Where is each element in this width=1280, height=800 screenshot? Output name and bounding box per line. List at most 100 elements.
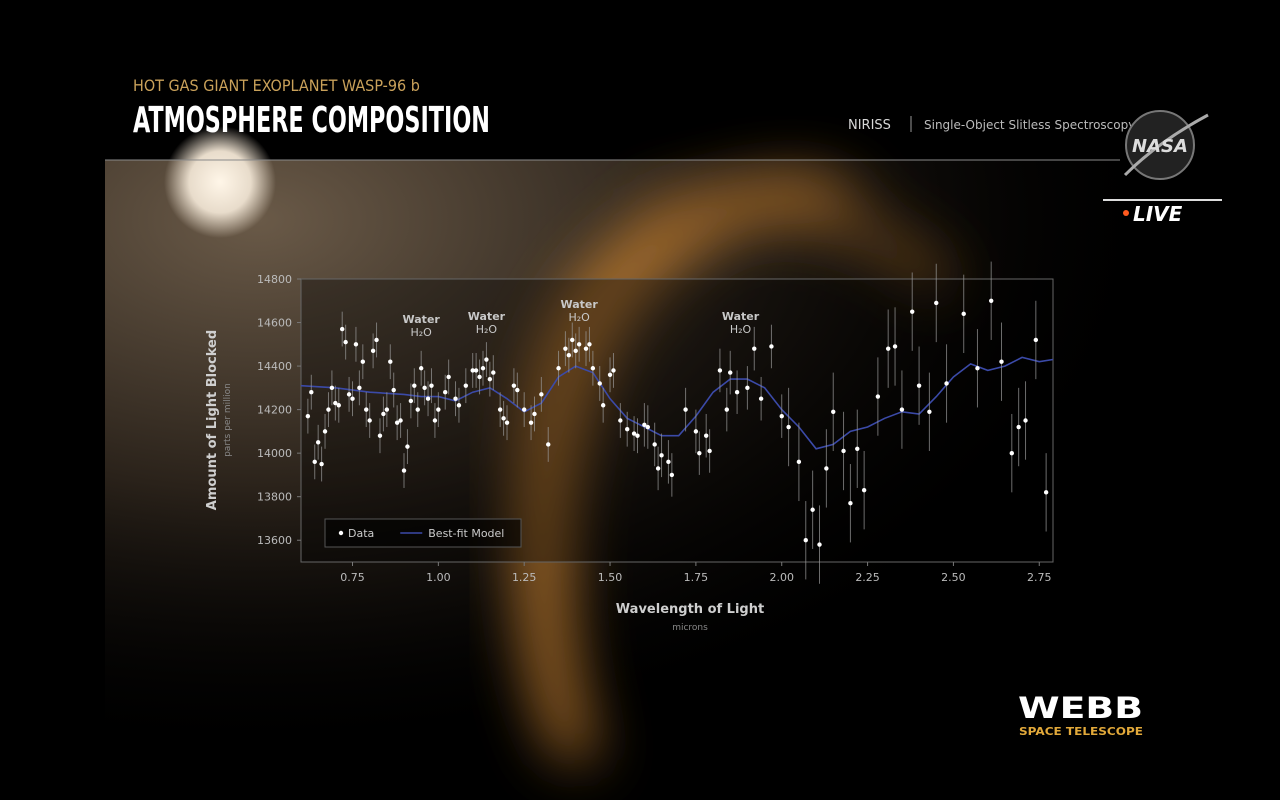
data-point: [566, 352, 572, 358]
data-point: [600, 403, 606, 408]
data-point: [381, 411, 386, 417]
data-point: [618, 418, 623, 423]
data-point: [357, 385, 362, 391]
data-point: [652, 442, 657, 447]
data-point: [786, 424, 791, 430]
data-point: [734, 390, 740, 395]
data-point: [693, 429, 699, 434]
title: ATMOSPHERE COMPOSITION: [133, 100, 490, 141]
data-point: [401, 468, 407, 473]
data-point: [418, 366, 424, 371]
data-point: [576, 342, 582, 347]
data-point: [408, 398, 414, 404]
data-point: [1033, 337, 1039, 343]
nasa-logo: NASA: [1123, 110, 1209, 180]
data-point: [521, 407, 527, 412]
x-tick-label: 2.00: [769, 571, 794, 584]
data-point: [353, 342, 359, 347]
data-point: [916, 383, 922, 388]
legend-label: Best-fit Model: [428, 527, 504, 540]
data-point: [697, 450, 702, 456]
data-point: [315, 440, 321, 445]
live: LIVE: [1133, 202, 1183, 226]
data-point: [769, 344, 774, 349]
data-point: [758, 396, 764, 401]
data-point: [885, 346, 891, 351]
data-point: [683, 407, 688, 412]
brand-sub: SPACE TELESCOPE: [1019, 725, 1143, 738]
data-point: [405, 444, 410, 449]
annotation-formula: H₂O: [568, 311, 590, 324]
data-point: [899, 407, 905, 412]
data-point: [340, 326, 345, 332]
agency: NASA: [1132, 136, 1188, 157]
data-point: [607, 372, 613, 377]
data-point: [645, 424, 651, 430]
legend-label: Data: [348, 527, 374, 540]
data-point: [659, 453, 664, 458]
data-point: [841, 448, 846, 454]
data-point: [546, 442, 551, 447]
data-point: [1009, 450, 1014, 456]
data-point: [470, 368, 475, 373]
data-point: [1043, 490, 1049, 495]
data-point: [370, 348, 376, 354]
x-axis-label: Wavelength of Light: [616, 602, 764, 617]
data-point: [398, 418, 403, 423]
data-point: [563, 346, 568, 351]
data-point: [415, 407, 420, 412]
data-point: [374, 337, 379, 343]
data-point: [343, 339, 348, 345]
data-point: [429, 383, 434, 388]
data-point: [631, 431, 637, 436]
y-axis-unit: parts per million: [223, 383, 233, 457]
data-point: [350, 396, 355, 401]
data-point: [484, 357, 489, 362]
data-point: [422, 385, 427, 391]
annotation-formula: H₂O: [476, 323, 498, 336]
data-point: [655, 466, 661, 471]
data-point: [988, 298, 994, 303]
data-point: [528, 420, 534, 425]
subtitle: HOT GAS GIANT EXOPLANET WASP-96 b: [133, 76, 420, 95]
y-tick-label: 14400: [257, 360, 292, 373]
data-point: [803, 538, 808, 543]
data-point: [745, 385, 750, 391]
brand: WEBB: [1018, 691, 1143, 725]
data-point: [497, 407, 503, 412]
data-point: [329, 385, 335, 391]
instrument: NIRISS: [848, 118, 891, 133]
annotation-label: Water: [468, 310, 506, 323]
data-point: [515, 387, 520, 393]
annotation-formula: H₂O: [411, 326, 433, 339]
chart: Amount of Light Blocked parts per millio…: [205, 261, 1054, 633]
x-axis-unit: microns: [672, 623, 708, 633]
x-tick-label: 1.25: [512, 571, 537, 584]
x-tick-label: 1.50: [598, 571, 623, 584]
data-point: [666, 459, 671, 465]
data-point: [501, 416, 506, 421]
data-point: [975, 366, 980, 371]
data-point: [388, 359, 393, 364]
data-point: [703, 433, 709, 438]
data-point: [707, 448, 712, 454]
data-point: [587, 342, 592, 347]
data-point: [312, 459, 317, 465]
planet-glow: [514, 174, 960, 760]
star: [164, 126, 276, 238]
data-point: [1023, 418, 1028, 423]
data-point: [360, 359, 366, 364]
data-point: [861, 487, 867, 493]
model-line: [300, 356, 1054, 450]
data-point: [910, 309, 915, 314]
data-point: [443, 390, 448, 395]
y-tick-label: 14000: [257, 447, 292, 460]
data-point: [934, 300, 939, 306]
data-point: [326, 407, 331, 412]
annotation-formula: H₂O: [730, 323, 752, 336]
data-point: [391, 387, 396, 393]
data-point: [875, 394, 881, 399]
y-tick-label: 14200: [257, 404, 292, 417]
data-point: [583, 346, 589, 351]
